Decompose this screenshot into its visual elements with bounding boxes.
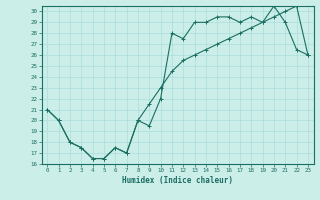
X-axis label: Humidex (Indice chaleur): Humidex (Indice chaleur) (122, 176, 233, 185)
